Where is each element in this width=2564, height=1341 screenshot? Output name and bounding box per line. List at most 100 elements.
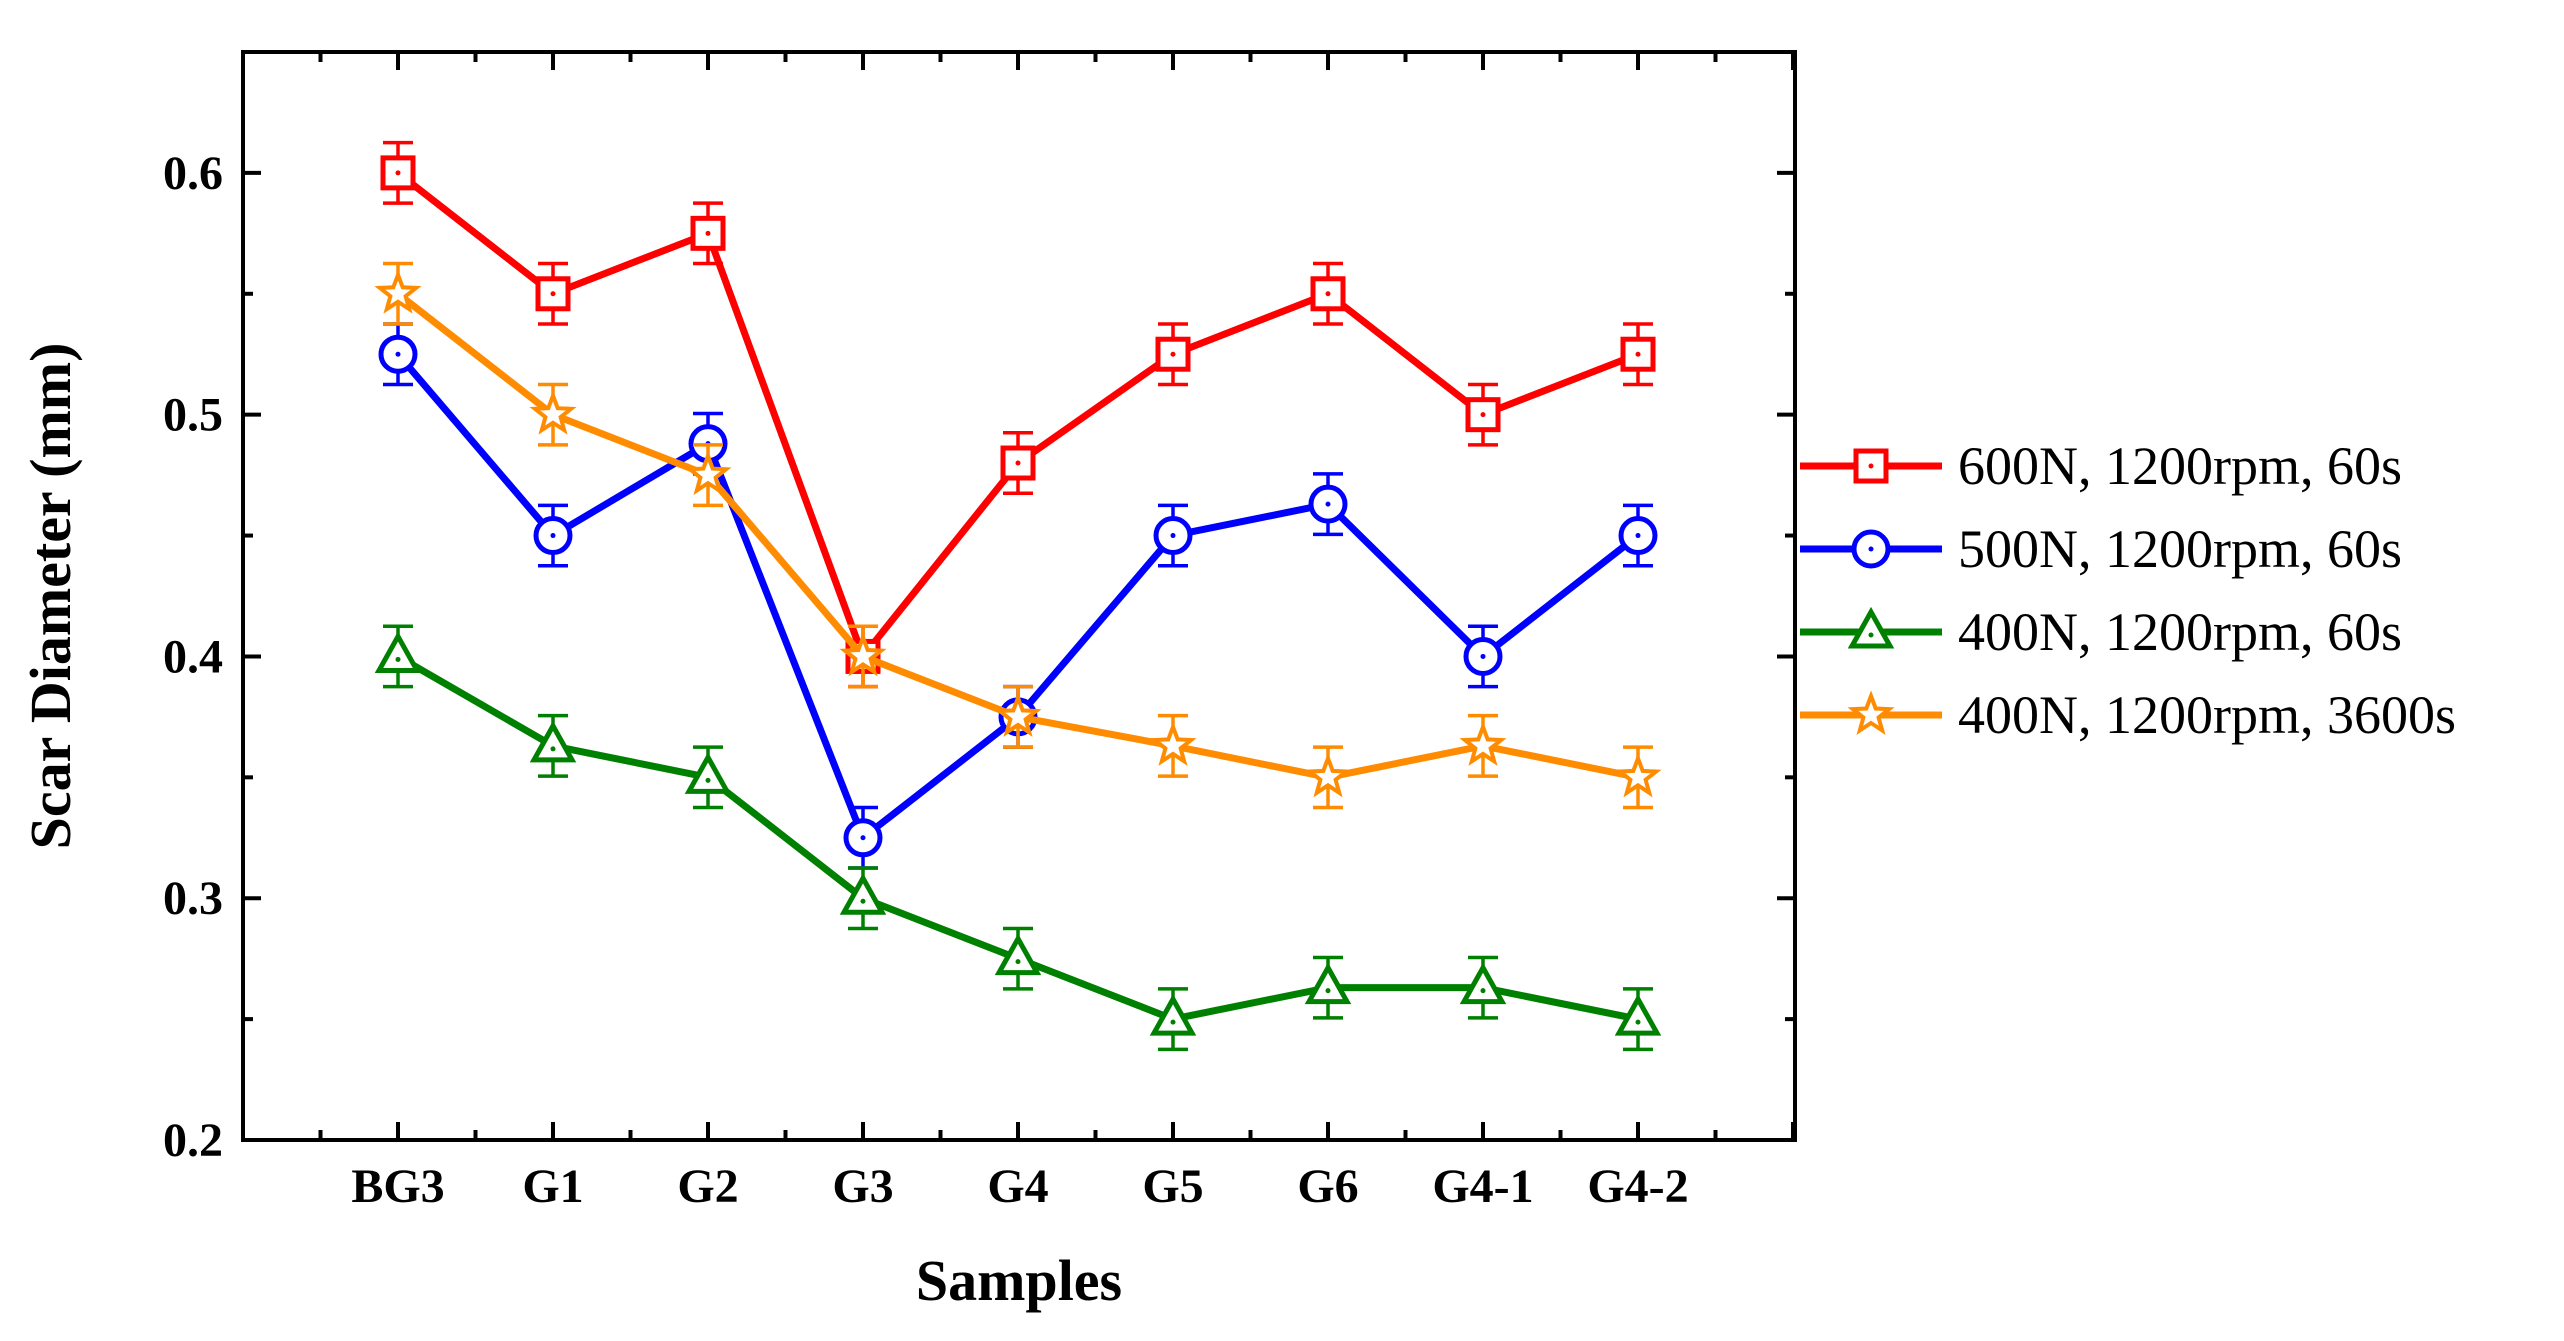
star-marker <box>1149 721 1197 766</box>
data-point <box>690 215 726 251</box>
x-tick-label: G2 <box>677 1160 738 1213</box>
marker-center-dot <box>860 898 866 904</box>
legend-label: 400N, 1200rpm, 60s <box>1958 602 2402 662</box>
marker-center-dot <box>1635 533 1641 539</box>
marker-center-dot <box>1015 959 1021 965</box>
data-point <box>1620 336 1656 372</box>
data-point <box>839 631 887 677</box>
x-tick-label: G4 <box>987 1160 1048 1213</box>
marker-center-dot <box>1170 533 1176 539</box>
star-marker <box>1614 752 1662 798</box>
y-tick-label: 0.5 <box>163 389 223 442</box>
triangle-marker <box>684 752 732 794</box>
data-point <box>1465 397 1501 433</box>
marker-center-dot <box>1170 1019 1176 1025</box>
triangle-marker <box>994 933 1042 976</box>
data-point <box>1459 721 1507 766</box>
star-marker <box>1459 721 1507 766</box>
legend: 600N, 1200rpm, 60s 500N, 1200rpm, 60s 400N… <box>1800 436 2456 745</box>
x-tick-label: G5 <box>1142 1160 1203 1213</box>
x-tick-label: G4-2 <box>1587 1160 1688 1213</box>
marker-center-dot <box>705 230 711 236</box>
data-point <box>994 933 1042 976</box>
triangle-marker <box>1847 606 1895 649</box>
marker-center-dot <box>1480 412 1486 418</box>
x-tick-label: G1 <box>522 1160 583 1213</box>
series-2 <box>378 322 1658 870</box>
marker-center-dot <box>1868 546 1874 552</box>
star-marker <box>374 269 422 314</box>
marker-center-dot <box>1170 351 1176 357</box>
series-4 <box>374 261 1662 810</box>
data-point <box>529 720 577 763</box>
legend-entry: 600N, 1200rpm, 60s <box>1800 436 2402 496</box>
series-line <box>395 170 1640 660</box>
legend-entry: 500N, 1200rpm, 60s <box>1800 519 2402 579</box>
legend-entry: 400N, 1200rpm, 60s <box>1800 602 2402 662</box>
star-marker <box>1847 690 1895 736</box>
y-tick-label: 0.6 <box>163 147 223 200</box>
marker-center-dot <box>550 291 556 297</box>
series-3 <box>374 624 1662 1052</box>
legend-label: 500N, 1200rpm, 60s <box>1958 519 2402 579</box>
legend-label: 400N, 1200rpm, 3600s <box>1958 685 2456 745</box>
star-marker <box>529 390 577 435</box>
marker-center-dot <box>1868 463 1874 469</box>
data-point <box>994 692 1042 737</box>
triangle-marker <box>374 631 422 673</box>
data-point <box>535 276 571 312</box>
marker-center-dot <box>550 533 556 539</box>
x-tick-label: G4-1 <box>1432 1160 1533 1213</box>
x-tick-label: G3 <box>832 1160 893 1213</box>
data-point <box>378 334 418 374</box>
triangle-marker <box>839 873 887 915</box>
data-point <box>1614 993 1662 1036</box>
marker-center-dot <box>1635 351 1641 357</box>
y-axis-title: Scar Diameter (mm) <box>18 343 83 850</box>
x-tick-label: G6 <box>1297 1160 1358 1213</box>
data-point <box>1459 962 1507 1005</box>
data-point <box>374 631 422 673</box>
triangle-marker <box>1304 962 1352 1005</box>
data-point <box>684 752 732 794</box>
y-tick-label: 0.4 <box>163 630 223 683</box>
x-axis-title: Samples <box>916 1248 1122 1313</box>
marker-center-dot <box>550 746 556 752</box>
legend-label: 600N, 1200rpm, 60s <box>1958 436 2402 496</box>
star-marker <box>839 631 887 677</box>
data-point <box>529 390 577 435</box>
marker-center-dot <box>1325 988 1331 994</box>
marker-center-dot <box>395 656 401 662</box>
data-point <box>843 818 883 858</box>
triangle-marker <box>529 720 577 763</box>
square-marker <box>1465 397 1501 433</box>
data-point <box>684 450 732 496</box>
data-point <box>1000 445 1036 481</box>
data-point <box>1614 752 1662 798</box>
square-marker <box>535 276 571 312</box>
marker-center-dot <box>1635 1019 1641 1025</box>
marker-center-dot <box>1325 501 1331 507</box>
star-marker <box>684 450 732 496</box>
marker-center-dot <box>1015 460 1021 466</box>
data-point <box>533 516 573 556</box>
series-1 <box>380 140 1656 689</box>
data-point <box>1304 752 1352 798</box>
star-marker <box>994 692 1042 737</box>
x-tick-label: BG3 <box>351 1160 444 1213</box>
data-point <box>1618 516 1658 556</box>
triangle-marker <box>1614 993 1662 1036</box>
data-point <box>1155 336 1191 372</box>
triangle-marker <box>1149 993 1197 1036</box>
square-marker <box>1620 336 1656 372</box>
data-point <box>1304 962 1352 1005</box>
triangle-marker <box>1459 962 1507 1005</box>
marker-center-dot <box>1868 632 1874 638</box>
marker-center-dot <box>395 351 401 357</box>
data-point <box>1149 993 1197 1036</box>
data-point <box>1463 636 1503 676</box>
marker-center-dot <box>1480 988 1486 994</box>
y-tick-label: 0.3 <box>163 872 223 925</box>
legend-entry: 400N, 1200rpm, 3600s <box>1800 685 2456 745</box>
